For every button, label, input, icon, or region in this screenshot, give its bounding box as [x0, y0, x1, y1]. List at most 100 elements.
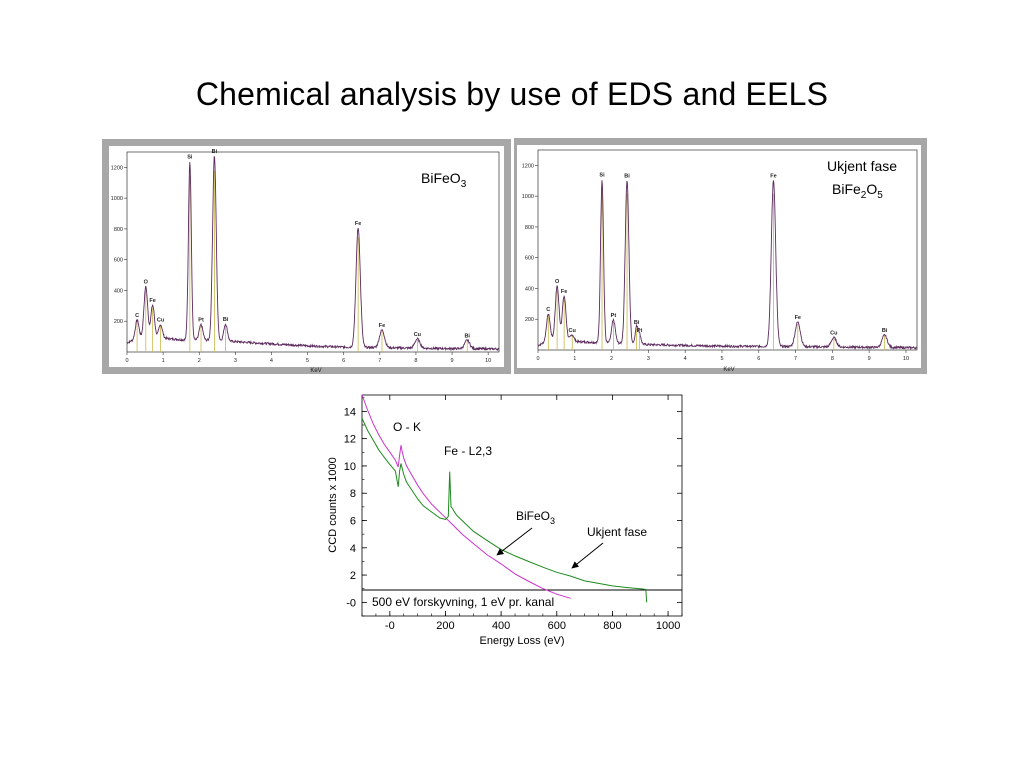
peak-label: Fe	[561, 289, 567, 295]
formula-base: BiFe	[832, 181, 861, 197]
formula-sub-2: 5	[877, 190, 883, 201]
edge-label-o-k: O - K	[393, 420, 421, 434]
eels-axes: -0 200 400 600 800 1000 -0 2 4 6 8 10 12 14	[344, 395, 683, 632]
series-label-unknown: Ukjent fase	[587, 525, 647, 539]
y-tick-label: 800	[114, 227, 123, 233]
peak-label: O	[555, 279, 560, 285]
formula-mid: O	[866, 181, 877, 197]
eds-plot-background	[109, 146, 504, 367]
x-tick-label: 8	[831, 356, 834, 362]
eels-y-tick-label: 2	[350, 570, 356, 582]
eds-sample-formula: BiFe2O5	[832, 181, 883, 201]
peak-label: Cu	[830, 331, 837, 337]
y-tick-label: 1200	[111, 165, 123, 171]
x-tick-label: 6	[342, 358, 345, 364]
peak-label: Fe	[379, 323, 385, 329]
eds-y-axis: 200 400 600 800 1000 1200	[522, 163, 538, 323]
series-label-bifeo3: BiFeO3	[516, 509, 555, 526]
peak-label: Cu	[414, 332, 421, 338]
y-tick-label: 200	[114, 319, 123, 325]
peak-label: Pt	[611, 313, 617, 319]
y-tick-label: 600	[114, 258, 123, 264]
eds-plot-background	[517, 145, 921, 368]
eels-y-tick-label: 4	[350, 543, 356, 555]
eels-chart: -0 200 400 600 800 1000 -0 2 4 6 8 10 12 14 O - K Fe …	[327, 394, 683, 647]
x-tick-label: 8	[414, 358, 417, 364]
peak-label: Bi	[223, 317, 229, 323]
eels-x-axis-label: Energy Loss (eV)	[480, 635, 565, 647]
y-tick-label: 200	[525, 317, 534, 323]
peak-label: Pt	[637, 328, 643, 334]
x-tick-label: 6	[757, 356, 760, 362]
eds-peak-markers	[136, 170, 468, 352]
eels-plot-border	[361, 394, 683, 617]
eels-y-tick-label: 14	[344, 406, 356, 418]
eels-y-tick-label: 12	[344, 434, 356, 446]
peak-label: C	[135, 313, 139, 319]
eds-chart-bifeo3: C O Fe Cu Si Pt Bi Bi Fe Fe Cu Bi 0 1 2 3 4 5 6 7 8 9 10 200 4…	[102, 139, 511, 374]
y-tick-label: 1000	[522, 194, 534, 200]
eds-x-axis-label: KeV	[723, 367, 734, 373]
peak-label: O	[144, 280, 149, 286]
x-tick-label: 7	[378, 358, 381, 364]
eds-spectrum-line	[537, 180, 918, 351]
peak-label: C	[546, 307, 550, 313]
eels-x-tick-label: 400	[492, 620, 510, 632]
eels-y-tick-label: 6	[350, 516, 356, 528]
eds-unknown-phase-label: Ukjent fase	[827, 158, 897, 174]
slide-title: Chemical analysis by use of EDS and EELS	[195, 76, 829, 112]
arrow-bifeo3	[496, 527, 533, 556]
x-tick-label: 7	[794, 356, 797, 362]
eds-peak-labels: C O Fe Cu Si Pt Bi Bi Fe Fe Cu Bi	[135, 149, 470, 339]
x-tick-label: 1	[162, 358, 165, 364]
edge-label-fe-l23: Fe - L2,3	[444, 444, 492, 458]
peak-label: Fe	[149, 298, 155, 304]
x-tick-label: 5	[306, 358, 309, 364]
eds-x-axis-label: KeV	[310, 368, 321, 374]
x-tick-label: 3	[647, 356, 650, 362]
x-tick-label: 2	[610, 356, 613, 362]
peak-label: Bi	[212, 149, 218, 155]
x-tick-label: 2	[198, 358, 201, 364]
x-tick-label: 10	[485, 358, 491, 364]
eels-y-tick-label: 8	[350, 488, 356, 500]
eels-x-tick-label: -0	[385, 620, 395, 632]
x-tick-label: 5	[720, 356, 723, 362]
x-tick-label: 0	[536, 356, 539, 362]
eels-series-bifeo3	[361, 394, 571, 599]
eels-series-unknown	[361, 417, 648, 603]
x-tick-label: 4	[270, 358, 273, 364]
eds-x-axis: 0 1 2 3 4 5 6 7 8 9 10	[125, 352, 491, 364]
eels-y-tick-label: -0	[346, 597, 356, 609]
arrow-unknown	[571, 542, 604, 569]
eds-peak-markers	[547, 192, 886, 350]
x-tick-label: 4	[684, 356, 687, 362]
peak-label: Bi	[882, 328, 888, 334]
eds-plot-border	[537, 149, 918, 351]
eels-x-tick-label: 1000	[656, 620, 680, 632]
eels-x-tick-label: 200	[436, 620, 454, 632]
peak-label: Si	[599, 173, 605, 179]
peak-label: Pt	[198, 318, 204, 324]
eds-y-axis: 200 400 600 800 1000 1200	[111, 165, 127, 325]
eels-inner-note: 500 eV forskyvning, 1 eV pr. kanal	[372, 595, 554, 609]
x-tick-label: 0	[125, 358, 128, 364]
y-tick-label: 800	[525, 225, 534, 231]
eds-sample-label-sub: 3	[461, 179, 467, 190]
y-tick-label: 600	[525, 256, 534, 262]
x-tick-label: 10	[903, 356, 909, 362]
peak-label: Cu	[157, 318, 164, 324]
series-label-bifeo3-base: BiFeO	[516, 509, 550, 523]
formula-sub-1: 2	[861, 190, 867, 201]
eds-spectrum-line	[126, 156, 500, 352]
peak-label: Fe	[795, 315, 801, 321]
peak-label: Bi	[624, 174, 630, 180]
peak-label: Bi	[464, 333, 470, 339]
x-tick-label: 3	[234, 358, 237, 364]
peak-label: Fe	[770, 173, 776, 179]
y-tick-label: 1000	[111, 196, 123, 202]
eds-plot-border	[126, 151, 500, 353]
x-tick-label: 9	[451, 358, 454, 364]
